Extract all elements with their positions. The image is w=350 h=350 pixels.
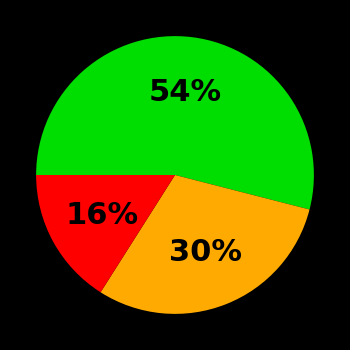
Wedge shape: [36, 36, 314, 210]
Text: 54%: 54%: [149, 78, 222, 107]
Text: 30%: 30%: [169, 238, 242, 267]
Wedge shape: [36, 175, 175, 292]
Text: 16%: 16%: [65, 201, 139, 230]
Wedge shape: [100, 175, 309, 314]
